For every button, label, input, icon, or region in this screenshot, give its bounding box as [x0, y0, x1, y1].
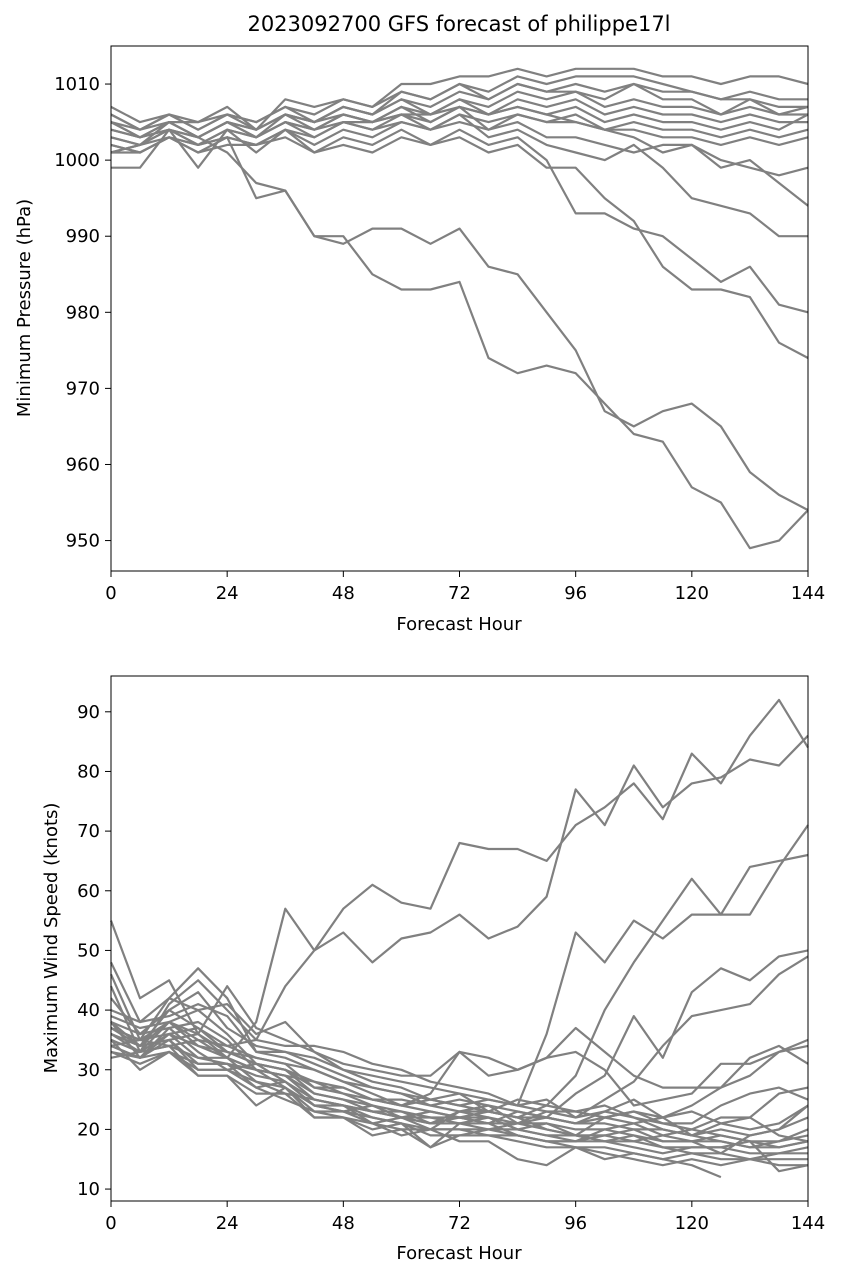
wind-x-tick-label: 144: [791, 1213, 825, 1234]
pressure-y-tick-label: 970: [66, 378, 100, 399]
pressure-x-tick-label: 96: [564, 583, 587, 604]
wind-x-tick-label: 48: [332, 1213, 355, 1234]
wind-x-axis-label: Forecast Hour: [396, 1243, 522, 1264]
wind-x-tick-label: 0: [105, 1213, 116, 1234]
pressure-x-axis-label: Forecast Hour: [396, 614, 522, 635]
figure: 2023092700 GFS forecast of philippe17l 0…: [0, 0, 843, 1279]
pressure-x-tick-label: 24: [216, 583, 239, 604]
wind-y-axis-label: Maximum Wind Speed (knots): [41, 803, 62, 1074]
pressure-x-tick-label: 0: [105, 583, 116, 604]
wind-y-tick-label: 60: [77, 881, 100, 902]
wind-y-tick-label: 80: [77, 761, 100, 782]
pressure-x-tick-label: 72: [448, 583, 471, 604]
pressure-y-axis-label: Minimum Pressure (hPa): [14, 199, 35, 417]
pressure-y-tick-label: 950: [66, 531, 100, 552]
pressure-x-tick-label: 120: [675, 583, 709, 604]
pressure-x-tick-label: 48: [332, 583, 355, 604]
wind-y-tick-label: 20: [77, 1119, 100, 1140]
wind-x-tick-label: 96: [564, 1213, 587, 1234]
chart-title: 2023092700 GFS forecast of philippe17l: [247, 12, 670, 36]
pressure-y-tick-label: 1010: [54, 74, 100, 95]
wind-x-tick-label: 24: [216, 1213, 239, 1234]
wind-y-tick-label: 50: [77, 940, 100, 961]
pressure-y-tick-label: 960: [66, 454, 100, 475]
pressure-x-tick-label: 144: [791, 583, 825, 604]
wind-x-tick-label: 72: [448, 1213, 471, 1234]
wind-x-tick-label: 120: [675, 1213, 709, 1234]
pressure-y-tick-label: 1000: [54, 150, 100, 171]
wind-y-tick-label: 30: [77, 1060, 100, 1081]
pressure-y-tick-label: 980: [66, 302, 100, 323]
wind-y-tick-label: 90: [77, 702, 100, 723]
wind-y-tick-label: 70: [77, 821, 100, 842]
wind-y-tick-label: 10: [77, 1179, 100, 1200]
pressure-y-tick-label: 990: [66, 226, 100, 247]
wind-y-tick-label: 40: [77, 1000, 100, 1021]
